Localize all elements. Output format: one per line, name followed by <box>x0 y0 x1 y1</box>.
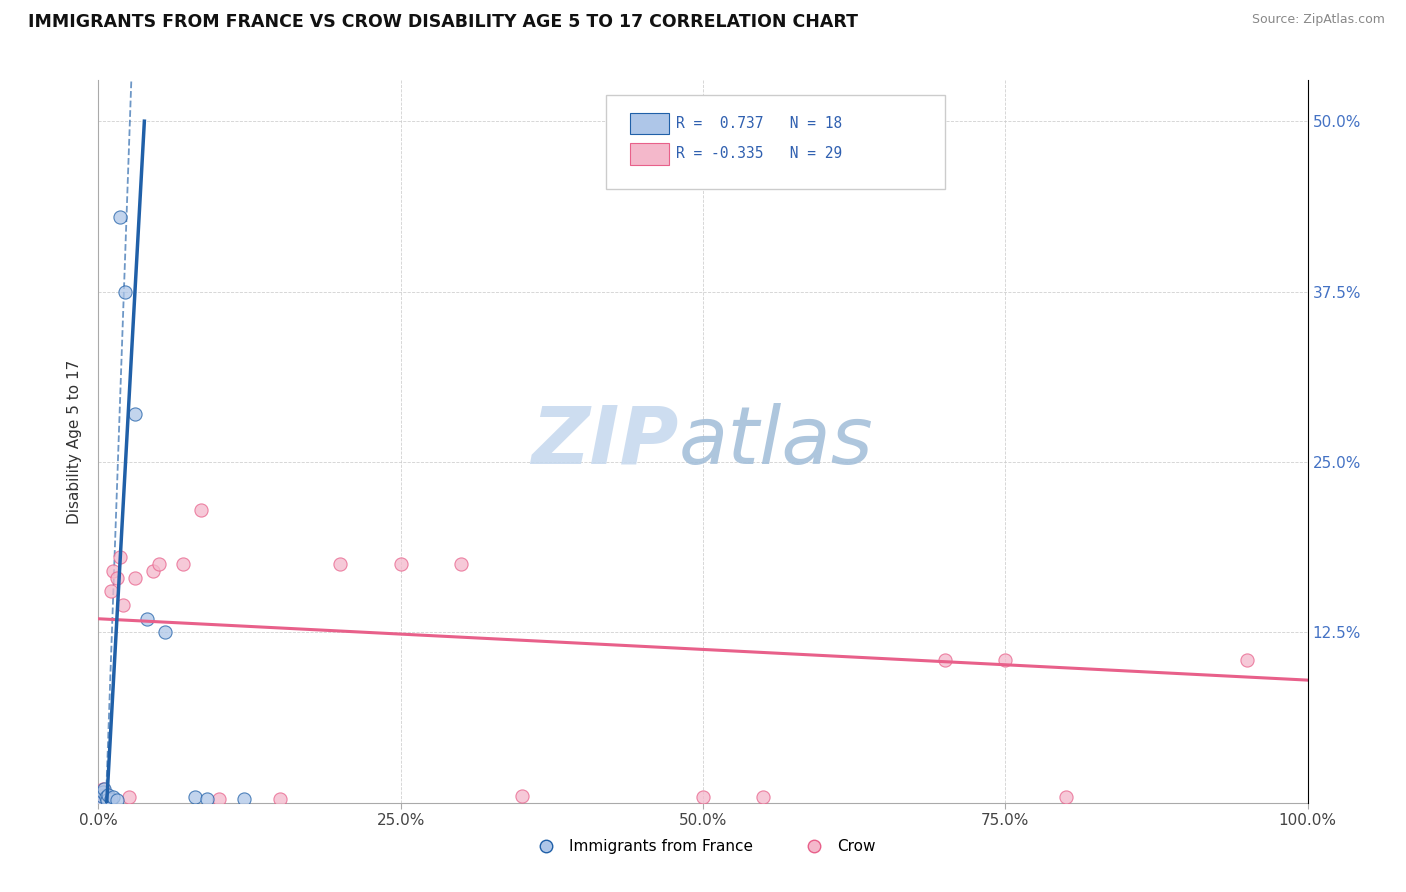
Point <box>172 558 194 572</box>
Point <box>934 653 956 667</box>
Text: IMMIGRANTS FROM FRANCE VS CROW DISABILITY AGE 5 TO 17 CORRELATION CHART: IMMIGRANTS FROM FRANCE VS CROW DISABILIT… <box>28 13 858 31</box>
Point <box>94 790 117 805</box>
Point <box>1236 653 1258 667</box>
Point <box>100 584 122 599</box>
Point <box>148 558 170 572</box>
Point <box>124 571 146 585</box>
FancyBboxPatch shape <box>606 95 945 189</box>
Point <box>101 790 124 805</box>
Point <box>96 793 118 807</box>
Point <box>91 789 114 803</box>
Point <box>108 210 131 224</box>
Point <box>91 788 114 802</box>
Point <box>232 791 254 805</box>
FancyBboxPatch shape <box>630 112 669 135</box>
Point <box>195 791 218 805</box>
Point <box>90 791 112 805</box>
Y-axis label: Disability Age 5 to 17: Disability Age 5 to 17 <box>67 359 83 524</box>
Point <box>994 653 1017 667</box>
Point <box>510 789 533 803</box>
Point <box>184 790 207 805</box>
Point <box>97 791 120 805</box>
Point <box>97 788 120 802</box>
Point <box>208 791 231 805</box>
Text: atlas: atlas <box>679 402 873 481</box>
Point <box>93 782 115 797</box>
Point <box>190 502 212 516</box>
Point <box>142 564 165 578</box>
Point <box>135 612 157 626</box>
Point <box>114 285 136 299</box>
Point <box>124 407 146 421</box>
Point <box>93 789 115 803</box>
Point <box>389 558 412 572</box>
Point <box>105 793 128 807</box>
Point <box>752 790 775 805</box>
Point <box>91 785 114 799</box>
Point <box>101 564 124 578</box>
Point <box>269 791 291 805</box>
Point <box>329 558 352 572</box>
Text: R =  0.737   N = 18: R = 0.737 N = 18 <box>676 116 842 131</box>
Point <box>91 782 114 797</box>
Point <box>111 598 134 612</box>
Text: ZIP: ZIP <box>531 402 679 481</box>
Point <box>153 625 176 640</box>
Point <box>692 790 714 805</box>
Text: Source: ZipAtlas.com: Source: ZipAtlas.com <box>1251 13 1385 27</box>
Point <box>1054 790 1077 805</box>
Point <box>90 791 112 805</box>
Point <box>100 791 122 805</box>
Point <box>94 790 117 805</box>
Point <box>105 571 128 585</box>
Point <box>108 550 131 565</box>
Point <box>450 558 472 572</box>
Point <box>118 790 141 805</box>
Text: R = -0.335   N = 29: R = -0.335 N = 29 <box>676 146 842 161</box>
FancyBboxPatch shape <box>630 143 669 165</box>
Legend: Immigrants from France, Crow: Immigrants from France, Crow <box>524 833 882 860</box>
